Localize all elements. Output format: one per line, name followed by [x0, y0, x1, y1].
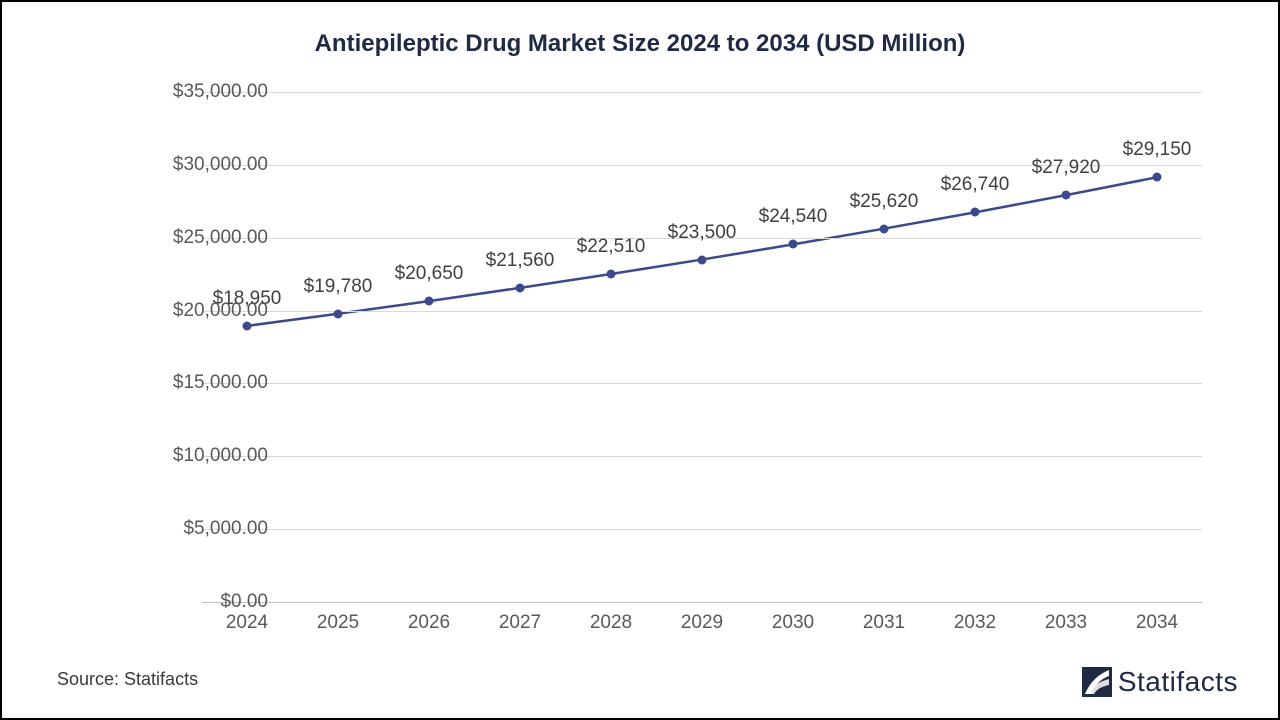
data-point-label: $19,780: [304, 276, 373, 298]
brand-logo: Statifacts: [1082, 666, 1238, 698]
x-axis-line: [202, 602, 1202, 603]
x-axis-tick-label: 2033: [1045, 612, 1087, 634]
x-axis-tick-label: 2024: [226, 612, 268, 634]
data-point-marker: [243, 321, 252, 330]
y-axis-tick-label: $35,000.00: [128, 81, 268, 103]
source-text: Source: Statifacts: [57, 669, 198, 690]
y-axis-tick-label: $20,000.00: [128, 300, 268, 322]
data-point-marker: [1062, 191, 1071, 200]
y-axis-tick-label: $15,000.00: [128, 372, 268, 394]
y-axis-tick-label: $25,000.00: [128, 227, 268, 249]
statifacts-icon: [1082, 667, 1112, 697]
y-axis-tick-label: $30,000.00: [128, 154, 268, 176]
data-point-marker: [425, 297, 434, 306]
gridline: [202, 529, 1202, 530]
data-point-label: $27,920: [1032, 157, 1101, 179]
x-axis-tick-label: 2027: [499, 612, 541, 634]
data-point-marker: [698, 255, 707, 264]
x-axis-tick-label: 2034: [1136, 612, 1178, 634]
data-point-marker: [971, 208, 980, 217]
logo-text: Statifacts: [1118, 666, 1238, 698]
gridline: [202, 383, 1202, 384]
data-point-label: $22,510: [577, 236, 646, 258]
x-axis-tick-label: 2026: [408, 612, 450, 634]
x-axis-tick-label: 2028: [590, 612, 632, 634]
data-point-marker: [516, 283, 525, 292]
gridline: [202, 456, 1202, 457]
series-line: [247, 177, 1157, 326]
data-point-label: $21,560: [486, 250, 555, 272]
x-axis-tick-label: 2032: [954, 612, 996, 634]
data-point-marker: [1153, 173, 1162, 182]
data-point-label: $23,500: [668, 222, 737, 244]
y-axis-tick-label: $5,000.00: [128, 518, 268, 540]
y-axis-tick-label: $0.00: [128, 591, 268, 613]
data-point-marker: [880, 224, 889, 233]
gridline: [202, 311, 1202, 312]
x-axis-tick-label: 2025: [317, 612, 359, 634]
x-axis-tick-label: 2030: [772, 612, 814, 634]
data-point-marker: [334, 309, 343, 318]
y-axis-tick-label: $10,000.00: [128, 445, 268, 467]
data-point-marker: [607, 269, 616, 278]
data-point-label: $26,740: [941, 174, 1010, 196]
data-point-label: $24,540: [759, 206, 828, 228]
data-point-label: $29,150: [1123, 139, 1192, 161]
plot-area: 2024202520262027202820292030203120322033…: [202, 92, 1202, 602]
chart-frame: Antiepileptic Drug Market Size 2024 to 2…: [0, 0, 1280, 720]
data-point-label: $20,650: [395, 263, 464, 285]
x-axis-tick-label: 2031: [863, 612, 905, 634]
x-axis-tick-label: 2029: [681, 612, 723, 634]
chart-title: Antiepileptic Drug Market Size 2024 to 2…: [2, 30, 1278, 58]
gridline: [202, 92, 1202, 93]
data-point-marker: [789, 240, 798, 249]
data-point-label: $25,620: [850, 191, 919, 213]
